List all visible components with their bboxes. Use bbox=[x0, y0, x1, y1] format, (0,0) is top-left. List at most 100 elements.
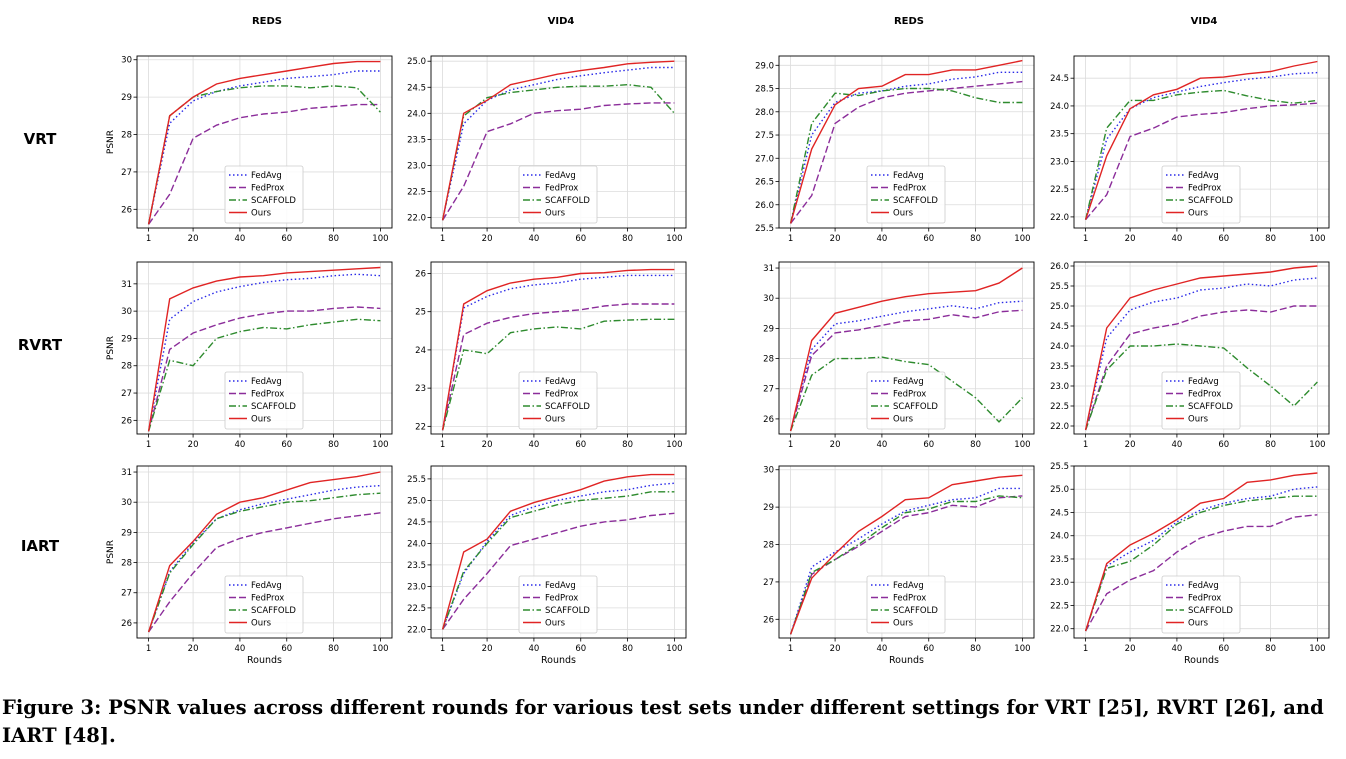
y-tick-label: 28.0 bbox=[755, 108, 774, 118]
axes-frame bbox=[1073, 55, 1330, 229]
axes-frame bbox=[136, 55, 393, 229]
y-tick-label: 29 bbox=[121, 93, 132, 103]
x-tick-label: 20 bbox=[1125, 440, 1136, 450]
legend: FedAvg FedProx SCAFFOLD Ours bbox=[224, 575, 304, 634]
legend-label-ours: Ours bbox=[893, 209, 914, 219]
x-tick-label: 20 bbox=[482, 440, 493, 450]
y-tick-label: 23.5 bbox=[1050, 555, 1069, 565]
legend-label-fedavg: FedAvg bbox=[1188, 581, 1219, 591]
x-tick-label: 20 bbox=[1125, 644, 1136, 654]
legend-label-scaffold: SCAFFOLD bbox=[545, 606, 590, 616]
y-tick-label: 22.5 bbox=[1050, 402, 1069, 412]
charts-svg: 1 20 40 60 80 100 26 27 28 29 30 PSNR FedAvg FedProx S… bbox=[106, 55, 1330, 666]
axes-frame bbox=[430, 465, 687, 639]
series-line-fedprox bbox=[1084, 514, 1318, 632]
legend: FedAvg FedProx SCAFFOLD Ours bbox=[866, 371, 946, 430]
y-tick-label: 28 bbox=[121, 131, 132, 141]
x-tick-label: 60 bbox=[575, 234, 586, 244]
chart-2-2: 1 20 40 60 80 100 26 27 28 29 30 Rounds FedAvg FedPro… bbox=[763, 465, 1035, 666]
legend-box bbox=[518, 165, 598, 224]
legend-label-fedprox: FedProx bbox=[1188, 594, 1221, 604]
x-tick-label: 20 bbox=[1125, 234, 1136, 244]
legend-label-fedprox: FedProx bbox=[1188, 184, 1221, 194]
legend-label-scaffold: SCAFFOLD bbox=[251, 196, 296, 206]
x-tick-label: 60 bbox=[1218, 644, 1229, 654]
chart-0-2: 1 20 40 60 80 100 25.5 26.0 26.5 27.0 27.5 28.0 28.5… bbox=[755, 55, 1035, 244]
x-tick-label: 60 bbox=[923, 234, 934, 244]
legend: FedAvg FedProx SCAFFOLD Ours bbox=[1161, 165, 1241, 224]
y-tick-label: 29 bbox=[121, 334, 132, 344]
x-tick-label: 1 bbox=[440, 440, 445, 450]
legend-label-fedavg: FedAvg bbox=[893, 581, 924, 591]
series-line-ours bbox=[441, 60, 675, 221]
x-tick-label: 100 bbox=[1309, 644, 1325, 654]
legend-label-fedavg: FedAvg bbox=[545, 171, 576, 181]
y-tick-label: 23.0 bbox=[407, 161, 426, 171]
legend-label-fedavg: FedAvg bbox=[893, 171, 924, 181]
series-line-scaffold bbox=[789, 356, 1023, 432]
y-tick-label: 22.0 bbox=[407, 625, 426, 635]
legend-label-fedavg: FedAvg bbox=[545, 581, 576, 591]
x-tick-label: 80 bbox=[622, 644, 633, 654]
x-tick-label: 20 bbox=[188, 234, 199, 244]
x-tick-label: 100 bbox=[1014, 644, 1030, 654]
x-tick-label: 100 bbox=[666, 234, 682, 244]
series-line-fedavg bbox=[789, 487, 1023, 635]
x-tick-label: 100 bbox=[1014, 440, 1030, 450]
y-tick-label: 26.0 bbox=[755, 201, 774, 211]
x-tick-label: 80 bbox=[1265, 440, 1276, 450]
y-tick-label: 25.5 bbox=[407, 475, 426, 485]
x-tick-label: 1 bbox=[1083, 234, 1088, 244]
series-line-fedavg bbox=[147, 70, 381, 225]
series-line-fedprox bbox=[789, 309, 1023, 432]
chart-2-3: 1 20 40 60 80 100 22.0 22.5 23.0 23.5 24.0 24.5 25.0… bbox=[1050, 462, 1330, 666]
series-line-fedavg bbox=[1084, 277, 1318, 431]
legend-label-fedprox: FedProx bbox=[251, 390, 284, 400]
y-tick-label: 28 bbox=[121, 362, 132, 372]
x-tick-label: 1 bbox=[1083, 644, 1088, 654]
x-tick-label: 40 bbox=[234, 644, 245, 654]
legend-box bbox=[1161, 165, 1241, 224]
legend-label-fedavg: FedAvg bbox=[251, 171, 282, 181]
series-line-scaffold bbox=[1084, 495, 1318, 632]
y-tick-label: 26.5 bbox=[755, 178, 774, 188]
series-line-scaffold bbox=[441, 491, 675, 630]
y-tick-label: 26 bbox=[121, 619, 132, 629]
x-tick-label: 1 bbox=[440, 644, 445, 654]
y-axis-label: PSNR bbox=[106, 336, 116, 360]
x-tick-label: 60 bbox=[923, 440, 934, 450]
y-tick-label: 24.5 bbox=[407, 518, 426, 528]
legend: FedAvg FedProx SCAFFOLD Ours bbox=[224, 371, 304, 430]
x-tick-label: 80 bbox=[970, 644, 981, 654]
legend-label-fedavg: FedAvg bbox=[251, 377, 282, 387]
x-tick-label: 20 bbox=[188, 440, 199, 450]
x-tick-label: 80 bbox=[970, 440, 981, 450]
x-tick-label: 100 bbox=[666, 644, 682, 654]
column-title-1: VID4 bbox=[547, 16, 575, 27]
y-tick-label: 25 bbox=[415, 308, 426, 318]
y-tick-label: 28 bbox=[763, 541, 774, 551]
legend-label-fedprox: FedProx bbox=[893, 594, 926, 604]
series-line-scaffold bbox=[1084, 343, 1318, 431]
y-tick-label: 31 bbox=[121, 280, 132, 290]
series-line-ours bbox=[789, 59, 1023, 224]
figure-caption: Figure 3: PSNR values across different r… bbox=[2, 696, 1324, 747]
series-line-fedprox bbox=[442, 512, 675, 630]
x-tick-label: 80 bbox=[1265, 644, 1276, 654]
y-tick-label: 25.0 bbox=[1050, 485, 1069, 495]
legend-label-ours: Ours bbox=[251, 619, 272, 629]
y-tick-label: 22.0 bbox=[1050, 625, 1069, 635]
legend: FedAvg FedProx SCAFFOLD Ours bbox=[866, 575, 946, 634]
x-tick-label: 20 bbox=[830, 644, 841, 654]
x-axis-label: Rounds bbox=[889, 655, 924, 666]
x-tick-label: 60 bbox=[281, 234, 292, 244]
legend-label-fedavg: FedAvg bbox=[1188, 377, 1219, 387]
legend-label-ours: Ours bbox=[545, 619, 566, 629]
y-tick-label: 22 bbox=[415, 422, 426, 432]
y-tick-label: 24.0 bbox=[1050, 532, 1069, 542]
series-line-ours bbox=[147, 60, 381, 225]
legend-label-scaffold: SCAFFOLD bbox=[251, 606, 296, 616]
x-tick-label: 1 bbox=[146, 644, 151, 654]
axes-frame bbox=[136, 465, 393, 639]
x-tick-label: 60 bbox=[575, 644, 586, 654]
